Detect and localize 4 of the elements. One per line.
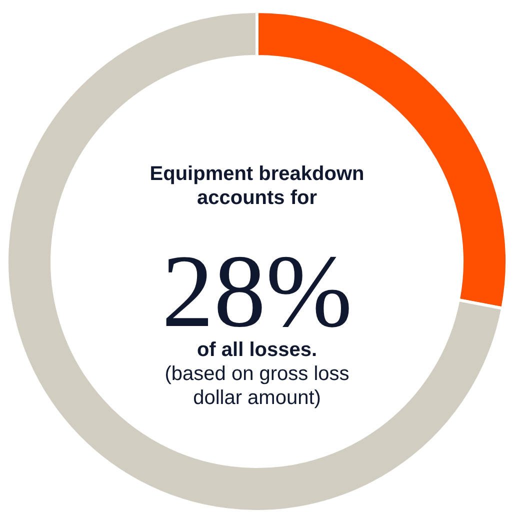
text: of all losses. (196, 339, 318, 361)
donut-slice (6, 10, 504, 513)
text: Equipment breakdown accounts for (150, 163, 364, 209)
text: (based on gross loss dollar amount) (164, 363, 350, 409)
